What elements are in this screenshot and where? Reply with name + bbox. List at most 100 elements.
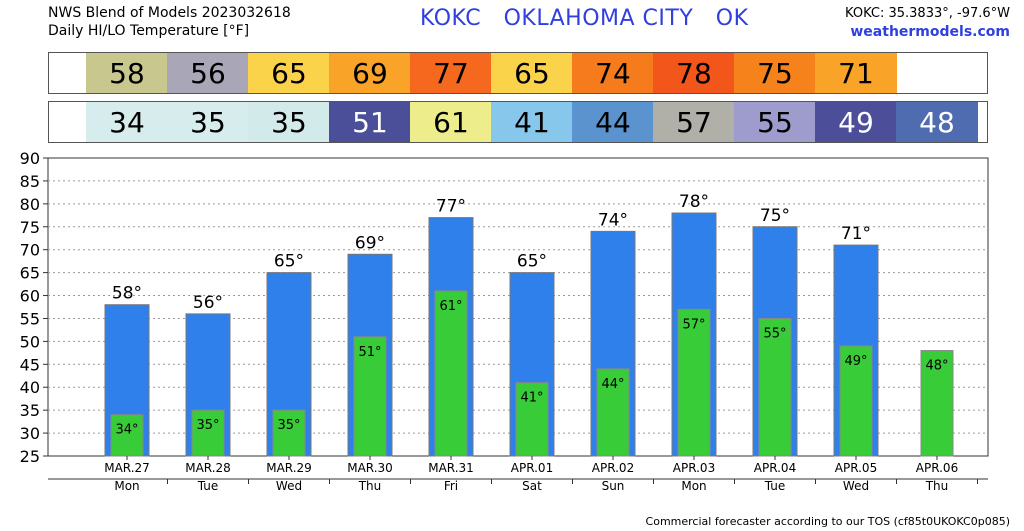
x-tick-label: MAR.31	[428, 461, 474, 475]
x-tick-label: MAR.30	[347, 461, 393, 475]
low-bar	[272, 409, 306, 457]
station-coords: KOKC: 35.3833°, -97.6°W	[845, 6, 1010, 21]
high-temp-cell: 77	[410, 53, 492, 93]
x-weekday-label: Tue	[764, 479, 786, 493]
low-bar	[839, 345, 873, 457]
low-bar	[677, 308, 711, 457]
x-tick-label: MAR.28	[185, 461, 231, 475]
high-temp-cell: 75	[734, 53, 816, 93]
low-temp-cell: 55	[734, 102, 816, 142]
high-bar-label: 65°	[517, 252, 547, 272]
high-bar-label: 58°	[112, 284, 142, 304]
low-bar-label: 48°	[925, 359, 948, 374]
x-weekday-label: Thu	[358, 479, 382, 493]
low-bar	[110, 414, 144, 457]
low-bar-label: 34°	[115, 423, 138, 438]
low-bar	[920, 350, 954, 457]
high-bar-label: 71°	[841, 224, 871, 244]
high-temp-cell: 58	[86, 53, 168, 93]
high-bar-label: 74°	[598, 210, 628, 230]
y-tick-label: 40	[20, 378, 40, 397]
x-weekday-label: Tue	[197, 479, 219, 493]
y-tick-label: 45	[20, 355, 40, 374]
x-weekday-label: Sun	[602, 479, 625, 493]
low-bar-label: 57°	[682, 317, 705, 332]
high-temp-cell: 74	[572, 53, 654, 93]
site-link[interactable]: weathermodels.com	[850, 24, 1010, 40]
model-run-title: NWS Blend of Models 2023032618	[48, 5, 291, 21]
x-tick-label: APR.06	[916, 461, 958, 475]
low-temp-cell: 34	[86, 102, 168, 142]
x-weekday-label: Mon	[114, 479, 139, 493]
low-bar-label: 61°	[439, 299, 462, 314]
low-temp-cell: 57	[653, 102, 735, 142]
low-bar-label: 55°	[763, 326, 786, 341]
low-bar-label: 44°	[601, 377, 624, 392]
y-tick-label: 90	[20, 149, 40, 168]
footer-note: Commercial forecaster according to our T…	[645, 515, 1010, 528]
low-bar	[596, 368, 630, 457]
high-temp-cell: 78	[653, 53, 735, 93]
station-title: KOKC OKLAHOMA CITY OK	[420, 6, 749, 31]
x-weekday-label: Sat	[522, 479, 542, 493]
low-bar	[353, 336, 387, 457]
y-tick-label: 55	[20, 309, 40, 328]
low-bar	[191, 409, 225, 457]
low-bar-label: 51°	[358, 345, 381, 360]
y-tick-label: 80	[20, 195, 40, 214]
chart-header-right: KOKC: 35.3833°, -97.6°W weathermodels.co…	[845, 4, 1010, 42]
y-tick-label: 50	[20, 332, 40, 351]
y-tick-label: 70	[20, 241, 40, 260]
high-bar-label: 75°	[760, 206, 790, 226]
high-bar-label: 56°	[193, 293, 223, 313]
y-tick-label: 60	[20, 287, 40, 306]
low-temp-cell: 61	[410, 102, 492, 142]
low-temp-cell: 49	[815, 102, 897, 142]
low-temp-cell: 41	[491, 102, 573, 142]
low-bar	[515, 382, 549, 457]
high-temp-strip: 58 56 65 69 77 65 74 78 75 71	[48, 52, 988, 94]
x-tick-label: APR.03	[673, 461, 715, 475]
x-weekday-label: Wed	[276, 479, 302, 493]
x-weekday-label: Mon	[681, 479, 706, 493]
high-bar-label: 78°	[679, 192, 709, 212]
y-tick-label: 30	[20, 424, 40, 443]
high-temp-cell: 65	[491, 53, 573, 93]
low-temp-cell: 35	[167, 102, 249, 142]
low-bar-label: 49°	[844, 354, 867, 369]
high-bar-label: 69°	[355, 233, 385, 253]
x-tick-label: MAR.27	[104, 461, 150, 475]
high-temp-cell: 65	[248, 53, 330, 93]
y-tick-label: 35	[20, 401, 40, 420]
x-tick-label: MAR.29	[266, 461, 312, 475]
x-weekday-label: Wed	[843, 479, 869, 493]
x-tick-label: APR.01	[511, 461, 553, 475]
low-temp-cell: 48	[896, 102, 978, 142]
high-bar-label: 65°	[274, 252, 304, 272]
low-temp-cell: 35	[248, 102, 330, 142]
low-temp-strip: 34 35 35 51 61 41 44 57 55 49 48	[48, 101, 988, 143]
low-bar-label: 41°	[520, 391, 543, 406]
y-tick-label: 75	[20, 218, 40, 237]
x-tick-label: APR.05	[835, 461, 877, 475]
low-bar	[758, 317, 792, 457]
x-weekday-label: Thu	[925, 479, 949, 493]
y-tick-label: 25	[20, 447, 40, 466]
parameter-title: Daily HI/LO Temperature [°F]	[48, 23, 250, 39]
x-tick-label: APR.04	[754, 461, 796, 475]
low-bar	[434, 290, 468, 457]
x-weekday-label: Fri	[444, 479, 458, 493]
y-tick-label: 85	[20, 172, 40, 191]
x-tick-label: APR.02	[592, 461, 634, 475]
low-bar-label: 35°	[196, 418, 219, 433]
high-temp-cell: 71	[815, 53, 897, 93]
high-temp-cell: 56	[167, 53, 249, 93]
high-bar-label: 77°	[436, 197, 466, 217]
y-tick-label: 65	[20, 264, 40, 283]
low-temp-cell: 44	[572, 102, 654, 142]
chart-header-left: NWS Blend of Models 2023032618 Daily HI/…	[48, 4, 291, 40]
high-temp-cell: 69	[329, 53, 411, 93]
low-temp-cell: 51	[329, 102, 411, 142]
low-bar-label: 35°	[277, 418, 300, 433]
